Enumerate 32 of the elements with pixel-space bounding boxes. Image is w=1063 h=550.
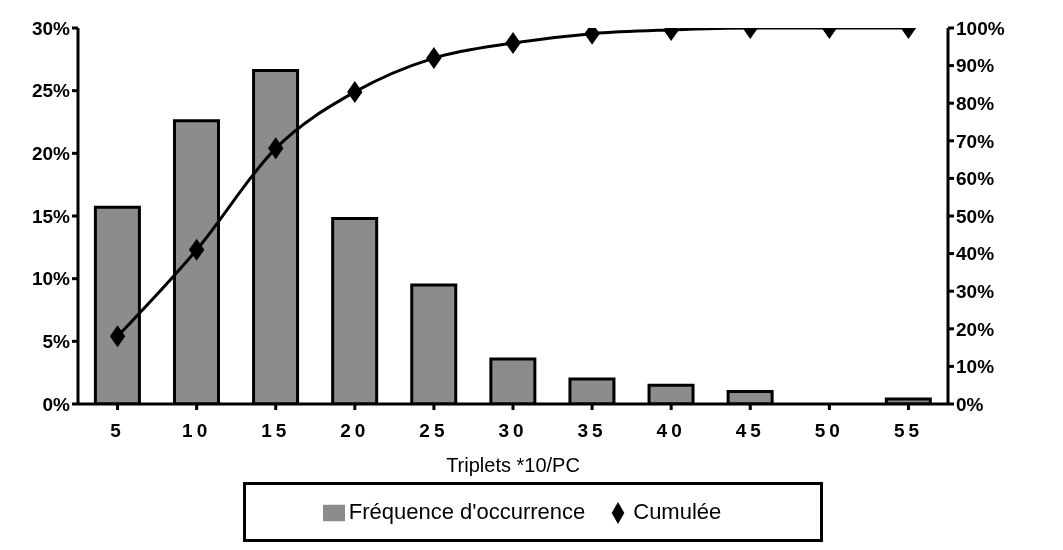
legend-label: Cumulée <box>633 499 722 524</box>
y-tick-label: 25% <box>31 80 71 102</box>
y2-tick-label: 20% <box>956 318 995 340</box>
y-tick-label: 0% <box>42 393 71 415</box>
y2-tick-label: 30% <box>956 280 995 302</box>
legend-label: Fréquence d'occurrence <box>348 499 586 524</box>
x-tick-label: 5 <box>110 420 125 442</box>
y2-tick-label: 70% <box>956 130 995 152</box>
y2-tick-label: 80% <box>956 92 995 114</box>
y-tick-label: 10% <box>31 268 71 290</box>
x-axis-title: Triplets *10/PC <box>446 454 580 476</box>
y-tick-label: 5% <box>42 331 71 353</box>
y2-tick-label: 0% <box>956 393 984 415</box>
x-tick-label: 30 <box>498 420 528 442</box>
y-tick-label: 30% <box>31 17 71 39</box>
x-tick-label: 45 <box>735 420 765 442</box>
x-tick-label: 40 <box>656 420 686 442</box>
y2-tick-label: 10% <box>956 356 995 378</box>
x-tick-label: 15 <box>261 420 291 442</box>
y2-tick-label: 100% <box>956 17 1005 39</box>
x-tick-label: 50 <box>814 420 844 442</box>
y-tick-label: 20% <box>31 143 71 165</box>
y2-tick-label: 90% <box>956 55 995 77</box>
x-tick-label: 35 <box>577 420 607 442</box>
y2-tick-label: 40% <box>956 243 995 265</box>
y2-tick-label: 60% <box>956 168 995 190</box>
x-tick-label: 25 <box>419 420 449 442</box>
x-tick-label: 10 <box>182 420 212 442</box>
y-tick-label: 15% <box>31 205 71 227</box>
x-tick-label: 20 <box>340 420 370 442</box>
x-tick-label: 55 <box>893 420 924 442</box>
y2-tick-label: 50% <box>956 205 995 227</box>
